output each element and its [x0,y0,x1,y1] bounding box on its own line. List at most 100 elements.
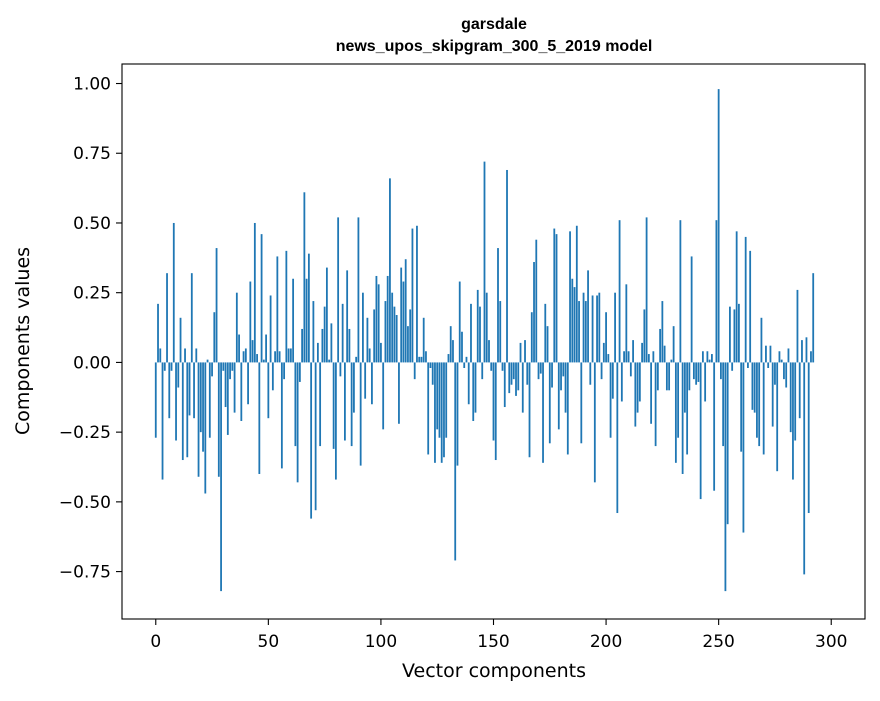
bar-component-197 [598,292,601,363]
bar-component-266 [753,362,756,413]
bar-component-177 [553,228,556,363]
bar-component-242 [699,362,702,500]
bar-component-80 [334,362,337,480]
bar-component-5 [166,273,168,363]
bar-component-17 [193,362,195,419]
bar-component-73 [319,362,322,447]
bar-component-209 [625,284,628,363]
bar-component-148 [488,340,490,363]
bar-component-58 [285,250,288,363]
bar-component-251 [720,362,722,380]
bar-component-31 [224,362,227,408]
bar-component-288 [803,362,806,575]
bar-component-16 [190,273,193,363]
bar-component-3 [161,362,164,480]
bar-component-111 [404,259,407,363]
bar-component-123 [431,362,434,385]
bar-component-10 [177,362,180,388]
bar-component-257 [733,309,736,363]
bar-component-237 [688,362,691,391]
bar-component-79 [332,362,335,449]
bar-component-219 [647,354,650,363]
bar-component-117 [418,356,421,363]
bar-component-233 [679,220,682,363]
bar-component-261 [742,362,745,533]
bar-component-184 [569,231,571,363]
bar-component-19 [197,362,200,477]
bar-component-282 [789,362,792,433]
bar-component-186 [573,287,576,363]
bar-component-189 [580,362,583,444]
bar-component-98 [375,275,378,363]
bar-component-136 [461,331,463,363]
bar-component-78 [330,323,333,363]
bar-component-240 [695,362,698,385]
chart-subtitle: news_upos_skipgram_300_5_2019 model [336,38,653,55]
bar-component-22 [204,362,207,494]
bar-component-203 [611,362,614,399]
bar-component-258 [735,231,738,363]
bar-component-45 [256,354,258,363]
bar-component-178 [555,234,558,363]
bar-component-63 [296,362,299,483]
bar-component-188 [578,301,580,363]
bar-component-87 [350,362,353,447]
bar-component-113 [409,309,412,363]
bar-component-133 [454,362,457,561]
bar-component-163 [521,362,524,413]
bar-component-152 [497,248,499,363]
bar-component-250 [717,89,720,363]
bar-component-124 [434,362,436,463]
bar-component-164 [524,340,526,363]
bar-component-27 [215,248,218,363]
bar-component-199 [602,342,605,363]
bar-component-85 [346,270,349,363]
bar-component-283 [792,362,794,480]
bar-component-56 [280,362,283,469]
bar-component-59 [287,348,290,363]
bar-component-274 [771,362,774,427]
bar-component-112 [407,326,409,363]
y-axis-ticks: −0.75 −0.50 −0.25 0.00 0.25 0.50 0.75 1.00 [59,75,122,583]
bar-component-149 [490,362,493,371]
bar-component-222 [654,362,657,447]
bar-component-176 [551,362,553,388]
bar-component-40 [244,348,247,363]
bar-component-39 [242,351,245,363]
bar-component-68 [307,253,310,363]
bar-component-208 [623,351,625,363]
bar-component-130 [447,354,450,363]
bar-component-265 [751,362,754,410]
x-tick-label: 100 [365,632,397,652]
bar-component-60 [289,348,292,363]
bar-component-285 [796,289,799,363]
bar-component-42 [249,281,252,363]
bar-component-15 [188,362,191,416]
bar-component-158 [510,362,513,385]
bar-component-263 [747,362,749,368]
bar-component-161 [517,362,520,391]
bar-component-44 [253,222,256,363]
bar-component-69 [310,362,313,519]
x-axis-label: Vector components [402,660,586,682]
bar-component-165 [526,362,529,385]
bar-component-180 [560,362,562,391]
bar-component-51 [269,295,272,363]
bar-component-72 [316,342,319,363]
bar-component-221 [652,351,655,363]
bar-component-198 [600,362,603,380]
bar-component-93 [364,362,367,399]
bar-component-272 [767,362,770,368]
bar-component-67 [305,278,308,363]
y-tick-label: 0.00 [73,353,111,373]
x-tick-label: 300 [815,632,847,652]
bar-component-132 [452,340,454,363]
bar-component-270 [762,362,765,455]
bar-component-246 [708,359,711,363]
bar-component-52 [271,362,274,391]
bar-component-118 [420,356,423,363]
y-tick-label: 0.50 [73,214,111,234]
bar-component-215 [638,362,641,402]
bar-component-280 [785,362,788,388]
